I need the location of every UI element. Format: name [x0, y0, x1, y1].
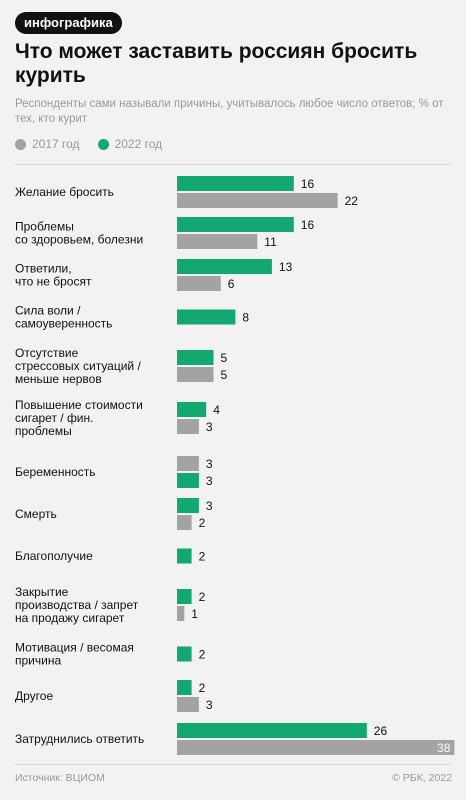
bar-2017 [177, 606, 185, 621]
bar-2022 [177, 680, 192, 695]
value-label-2022: 3 [206, 499, 213, 513]
value-label-2022: 2 [199, 590, 206, 604]
source-note: Источник: ВЦИОМ [15, 772, 105, 784]
bar-2017 [177, 515, 192, 530]
value-label-2017: 1 [191, 607, 198, 621]
bar-2022 [177, 259, 272, 274]
category-label: Мотивация / весомая причина [15, 641, 134, 668]
legend-item-2017: 2017 год [15, 137, 80, 151]
value-label-2022: 5 [221, 351, 228, 365]
bar-2022 [177, 548, 192, 564]
value-label-2022: 13 [279, 260, 293, 274]
category-label: Желание бросить [15, 185, 114, 199]
legend-label-2022: 2022 год [114, 137, 163, 151]
value-label-2017: 38 [437, 741, 451, 755]
category-tag: инфографика [15, 12, 122, 34]
category-label: Благополучие [15, 549, 93, 563]
value-label-2022: 16 [301, 218, 315, 232]
bar-2022 [177, 723, 367, 738]
bar-2017 [177, 193, 338, 208]
category-label: Повышение стоимости сигарет / фин. проблем… [15, 398, 143, 438]
value-label-2017: 2 [199, 516, 206, 530]
category-label: Затруднились ответить [15, 732, 144, 746]
chart-title: Что может заставить россиян бросить кури… [15, 40, 418, 87]
category-label: Проблемы со здоровьем, болезни [15, 220, 143, 247]
bar-2017 [177, 234, 258, 249]
bar-2017 [177, 697, 199, 712]
bar-2017 [177, 419, 199, 434]
legend-item-2022: 2022 год [97, 137, 163, 151]
value-label-2022: 2 [199, 681, 206, 695]
bar-2017 [177, 276, 221, 291]
value-label-2017: 3 [206, 698, 213, 712]
category-label: Другое [15, 689, 53, 703]
legend: 2017 год 2022 год [15, 137, 180, 151]
bar-2022 [177, 217, 294, 232]
bar-2017 [177, 740, 455, 755]
value-label-2017: 3 [206, 420, 213, 434]
top-divider [15, 164, 451, 165]
value-label-2022: 2 [199, 648, 206, 662]
legend-swatch-2022 [97, 138, 109, 150]
value-label-2017: 22 [345, 194, 359, 208]
value-label-2022: 4 [213, 403, 220, 417]
bar-2022 [177, 402, 207, 417]
value-label-2017: 11 [264, 235, 277, 249]
value-label-2022: 8 [242, 311, 249, 325]
category-label: Закрытие производства / запрет на продажу … [15, 585, 139, 625]
bar-2022 [177, 473, 199, 488]
value-label-2022: 2 [199, 550, 206, 564]
category-label: Ответили, что не бросят [15, 262, 92, 289]
copyright-note: © РБК, 2022 [392, 772, 452, 784]
value-label-2022: 16 [301, 177, 315, 191]
bar-2022 [177, 176, 294, 191]
value-label-2022: 3 [206, 474, 213, 488]
bar-2022 [177, 589, 192, 604]
category-label: Беременность [15, 465, 96, 479]
category-label: Смерть [15, 507, 57, 521]
bottom-divider [15, 764, 451, 765]
bar-2017 [177, 456, 199, 471]
legend-swatch-2017 [15, 138, 26, 150]
value-label-2017: 6 [228, 277, 235, 291]
value-label-2022: 26 [374, 724, 388, 738]
category-label: Отсутствие стрессовых ситуаций / меньше не… [15, 346, 141, 386]
bar-2022 [177, 350, 214, 365]
bar-2022 [177, 309, 236, 325]
bar-2022 [177, 498, 199, 513]
category-label: Сила воли / самоуверенность [15, 304, 112, 331]
legend-label-2017: 2017 год [32, 137, 80, 151]
value-label-2017: 5 [221, 368, 228, 382]
chart-subtitle: Респонденты сами называли причины, учиты… [15, 98, 444, 125]
bar-2017 [177, 367, 214, 382]
bar-2022 [177, 646, 192, 662]
value-label-2017: 3 [206, 457, 213, 471]
